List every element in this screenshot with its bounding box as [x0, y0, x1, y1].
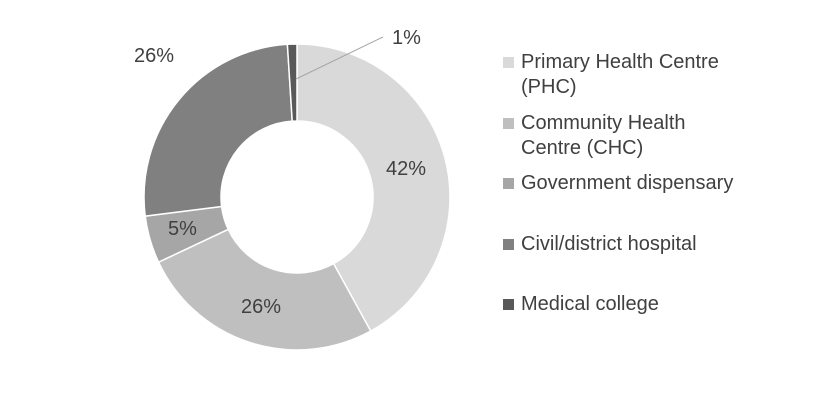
- data-label-community-health-centre: 26%: [241, 296, 281, 318]
- data-label-civil-district-hospital: 26%: [134, 45, 174, 67]
- legend-swatch-primary-health-centre: [503, 57, 514, 68]
- legend-swatch-government-dispensary: [503, 178, 514, 189]
- legend-swatch-community-health-centre: [503, 118, 514, 129]
- slices-group: [143, 43, 451, 351]
- legend-label-community-health-centre: Community Health Centre (CHC): [521, 112, 686, 159]
- legend-label-government-dispensary: Government dispensary: [521, 172, 734, 194]
- legend-item-primary-health-centre: Primary Health Centre (PHC): [503, 50, 741, 100]
- slice-medical-college: [286, 43, 298, 122]
- legend-label-medical-college: Medical college: [521, 293, 659, 315]
- legend-label-civil-district-hospital: Civil/district hospital: [521, 233, 697, 255]
- legend-item-government-dispensary: Government dispensary: [503, 171, 741, 196]
- legend-label-primary-health-centre: Primary Health Centre (PHC): [521, 51, 719, 98]
- slice-civil-district-hospital: [143, 43, 294, 218]
- legend-item-community-health-centre: Community Health Centre (CHC): [503, 111, 741, 161]
- slice-primary-health-centre: [296, 43, 451, 333]
- donut-chart: 1% 42% 26% 5% 26%: [134, 27, 451, 351]
- legend-item-medical-college: Medical college: [503, 292, 741, 317]
- data-label-government-dispensary: 5%: [168, 218, 197, 240]
- data-label-medical-college: 1%: [392, 27, 421, 49]
- slice-community-health-centre: [157, 228, 372, 351]
- legend-item-civil-district-hospital: Civil/district hospital: [503, 232, 741, 257]
- leader-line-medical-college: [295, 36, 384, 80]
- legend-swatch-medical-college: [503, 299, 514, 310]
- data-label-primary-health-centre: 42%: [386, 158, 426, 180]
- legend-swatch-civil-district-hospital: [503, 239, 514, 250]
